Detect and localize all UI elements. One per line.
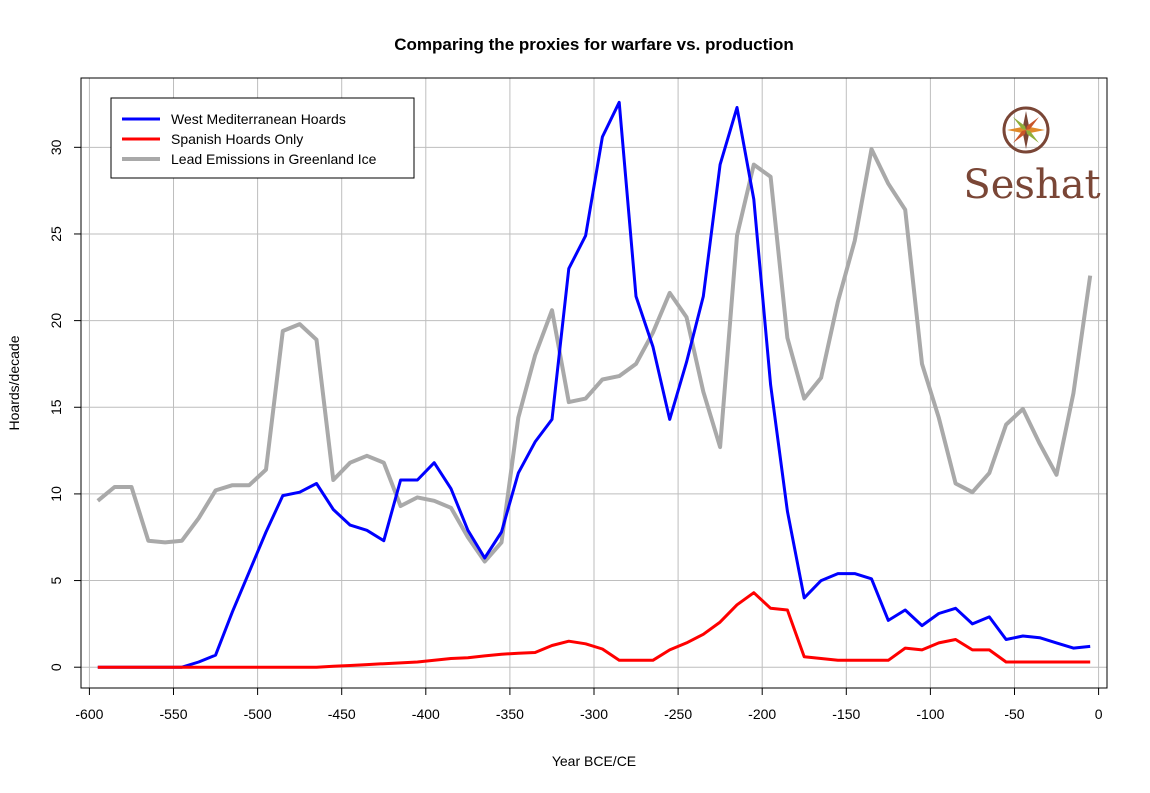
grid xyxy=(81,78,1107,688)
x-tick-label: -150 xyxy=(832,706,860,722)
x-tick-label: -450 xyxy=(328,706,356,722)
seshat-logo-text: Seshat xyxy=(963,162,1100,208)
x-axis: -600 -550 -500 -450 -400 -350 -300 -250 -200 -150… xyxy=(75,688,1103,722)
x-tick-label: -350 xyxy=(496,706,524,722)
y-tick-label: 20 xyxy=(48,313,64,329)
y-tick-label: 25 xyxy=(48,226,64,242)
x-tick-label: -200 xyxy=(748,706,776,722)
x-tick-label: -600 xyxy=(75,706,103,722)
legend-box xyxy=(110,97,415,179)
y-tick-label: 15 xyxy=(48,399,64,415)
x-tick-label: -100 xyxy=(916,706,944,722)
x-tick-label: -400 xyxy=(412,706,440,722)
y-axis-label: Hoards/decade xyxy=(6,335,22,430)
y-tick-label: 5 xyxy=(48,576,64,584)
y-tick-label: 0 xyxy=(48,663,64,671)
legend-label-west-mediterranean-hoards: West Mediterranean Hoards xyxy=(171,111,346,127)
legend-label-lead-emissions-greenland-ice: Lead Emissions in Greenland Ice xyxy=(171,151,377,167)
x-tick-label: -550 xyxy=(159,706,187,722)
x-tick-label: -50 xyxy=(1004,706,1024,722)
legend: West Mediterranean Hoards Spanish Hoards … xyxy=(110,97,415,179)
x-tick-label: -250 xyxy=(664,706,692,722)
compass-rose-icon xyxy=(1002,106,1050,154)
y-tick-label: 30 xyxy=(48,139,64,155)
seshat-logo: Seshat xyxy=(963,106,1101,208)
y-tick-label: 10 xyxy=(48,486,64,502)
series-group xyxy=(96,100,1093,669)
x-tick-label: -500 xyxy=(244,706,272,722)
series-line-spanish-hoards-only xyxy=(97,591,1091,669)
series-line-west-mediterranean-hoards xyxy=(97,100,1091,669)
series-line-lead-emissions-greenland-ice xyxy=(96,147,1093,564)
chart-title: Comparing the proxies for warfare vs. pr… xyxy=(394,35,794,54)
x-tick-label: 0 xyxy=(1095,706,1103,722)
y-axis: 0 5 10 15 20 25 30 xyxy=(48,139,81,671)
x-tick-label: -300 xyxy=(580,706,608,722)
legend-label-spanish-hoards-only: Spanish Hoards Only xyxy=(171,131,303,147)
x-axis-label: Year BCE/CE xyxy=(552,753,636,769)
